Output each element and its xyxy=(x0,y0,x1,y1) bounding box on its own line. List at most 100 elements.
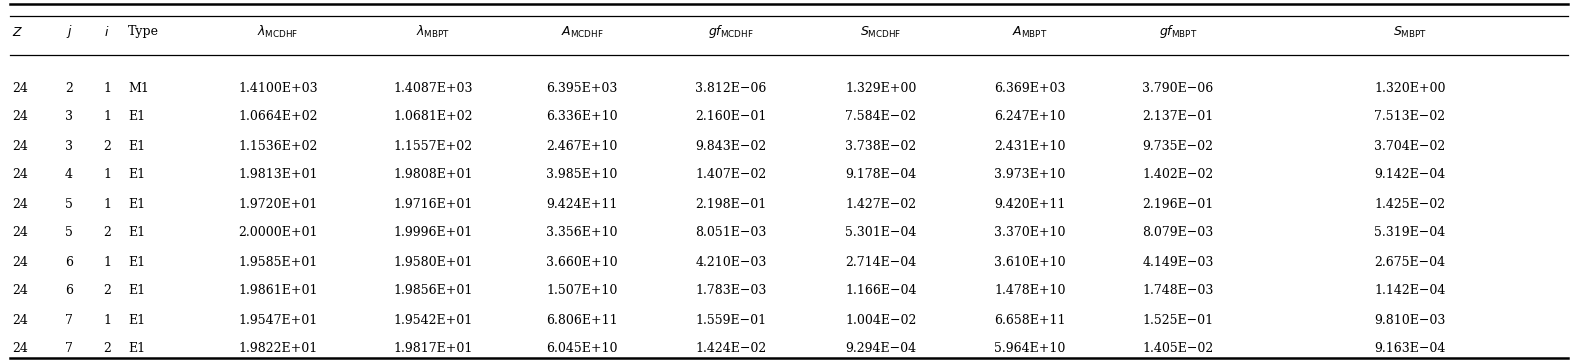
Text: 5.319E−04: 5.319E−04 xyxy=(1375,227,1446,240)
Text: 24: 24 xyxy=(13,110,28,123)
Text: 1.9856E+01: 1.9856E+01 xyxy=(393,285,473,298)
Text: 1.9716E+01: 1.9716E+01 xyxy=(393,197,473,211)
Text: 2: 2 xyxy=(104,285,112,298)
Text: 5: 5 xyxy=(64,227,72,240)
Text: 1.9861E+01: 1.9861E+01 xyxy=(238,285,318,298)
Text: 1.525E−01: 1.525E−01 xyxy=(1142,314,1213,326)
Text: 6.247E+10: 6.247E+10 xyxy=(994,110,1065,123)
Text: 3: 3 xyxy=(64,110,72,123)
Text: 1: 1 xyxy=(102,256,112,269)
Text: 2: 2 xyxy=(104,343,112,355)
Text: 1.0664E+02: 1.0664E+02 xyxy=(238,110,318,123)
Text: E1: E1 xyxy=(127,256,145,269)
Text: E1: E1 xyxy=(127,139,145,152)
Text: 2.714E−04: 2.714E−04 xyxy=(845,256,917,269)
Text: 4: 4 xyxy=(64,168,72,182)
Text: 1.425E−02: 1.425E−02 xyxy=(1375,197,1446,211)
Text: 1: 1 xyxy=(102,110,112,123)
Text: 2.467E+10: 2.467E+10 xyxy=(546,139,618,152)
Text: 24: 24 xyxy=(13,82,28,94)
Text: 2: 2 xyxy=(64,82,72,94)
Text: 1.9720E+01: 1.9720E+01 xyxy=(239,197,318,211)
Text: $A_{\mathrm{MBPT}}$: $A_{\mathrm{MBPT}}$ xyxy=(1013,24,1048,40)
Text: 6: 6 xyxy=(64,285,72,298)
Text: $A_{\mathrm{MCDHF}}$: $A_{\mathrm{MCDHF}}$ xyxy=(560,24,604,40)
Text: 1: 1 xyxy=(102,197,112,211)
Text: 1.9813E+01: 1.9813E+01 xyxy=(238,168,318,182)
Text: 1.9996E+01: 1.9996E+01 xyxy=(393,227,472,240)
Text: 24: 24 xyxy=(13,343,28,355)
Text: M1: M1 xyxy=(127,82,149,94)
Text: 2.160E−01: 2.160E−01 xyxy=(695,110,766,123)
Text: $i$: $i$ xyxy=(104,25,110,39)
Text: 1.1557E+02: 1.1557E+02 xyxy=(393,139,472,152)
Text: 2.137E−01: 2.137E−01 xyxy=(1142,110,1214,123)
Text: 1.9817E+01: 1.9817E+01 xyxy=(393,343,473,355)
Text: 1.9547E+01: 1.9547E+01 xyxy=(239,314,318,326)
Text: 9.178E−04: 9.178E−04 xyxy=(845,168,917,182)
Text: $Z$: $Z$ xyxy=(13,25,24,38)
Text: 5.301E−04: 5.301E−04 xyxy=(845,227,917,240)
Text: 1: 1 xyxy=(102,314,112,326)
Text: 1.783E−03: 1.783E−03 xyxy=(695,285,766,298)
Text: 1.329E+00: 1.329E+00 xyxy=(845,82,917,94)
Text: 2.431E+10: 2.431E+10 xyxy=(994,139,1066,152)
Text: 1.166E−04: 1.166E−04 xyxy=(845,285,917,298)
Text: 2: 2 xyxy=(104,227,112,240)
Text: 1: 1 xyxy=(102,168,112,182)
Text: 9.424E+11: 9.424E+11 xyxy=(546,197,618,211)
Text: 1.748E−03: 1.748E−03 xyxy=(1142,285,1214,298)
Text: 24: 24 xyxy=(13,227,28,240)
Text: 5.964E+10: 5.964E+10 xyxy=(994,343,1065,355)
Text: 2.198E−01: 2.198E−01 xyxy=(695,197,766,211)
Text: 9.735E−02: 9.735E−02 xyxy=(1142,139,1213,152)
Text: $\lambda_{\mathrm{MBPT}}$: $\lambda_{\mathrm{MBPT}}$ xyxy=(415,24,450,40)
Text: 6.369E+03: 6.369E+03 xyxy=(994,82,1066,94)
Text: $\lambda_{\mathrm{MCDHF}}$: $\lambda_{\mathrm{MCDHF}}$ xyxy=(258,24,299,40)
Text: 1.9822E+01: 1.9822E+01 xyxy=(239,343,318,355)
Text: E1: E1 xyxy=(127,314,145,326)
Text: Type: Type xyxy=(127,25,159,38)
Text: 9.843E−02: 9.843E−02 xyxy=(695,139,766,152)
Text: E1: E1 xyxy=(127,227,145,240)
Text: 1.9585E+01: 1.9585E+01 xyxy=(239,256,318,269)
Text: 6.336E+10: 6.336E+10 xyxy=(546,110,618,123)
Text: 1.9580E+01: 1.9580E+01 xyxy=(393,256,473,269)
Text: 9.294E−04: 9.294E−04 xyxy=(845,343,917,355)
Text: 24: 24 xyxy=(13,197,28,211)
Text: 3.790E−06: 3.790E−06 xyxy=(1142,82,1214,94)
Text: 1.4100E+03: 1.4100E+03 xyxy=(238,82,318,94)
Text: 1.478E+10: 1.478E+10 xyxy=(994,285,1066,298)
Text: E1: E1 xyxy=(127,168,145,182)
Text: 1.004E−02: 1.004E−02 xyxy=(845,314,917,326)
Text: 9.420E+11: 9.420E+11 xyxy=(994,197,1065,211)
Text: 1.1536E+02: 1.1536E+02 xyxy=(239,139,318,152)
Text: 1: 1 xyxy=(102,82,112,94)
Text: 3: 3 xyxy=(64,139,72,152)
Text: 3.973E+10: 3.973E+10 xyxy=(994,168,1065,182)
Text: 3.356E+10: 3.356E+10 xyxy=(546,227,618,240)
Text: 3.370E+10: 3.370E+10 xyxy=(994,227,1066,240)
Text: 3.660E+10: 3.660E+10 xyxy=(546,256,618,269)
Text: E1: E1 xyxy=(127,343,145,355)
Text: 2.675E−04: 2.675E−04 xyxy=(1375,256,1446,269)
Text: 1.320E+00: 1.320E+00 xyxy=(1375,82,1446,94)
Text: 1.9542E+01: 1.9542E+01 xyxy=(393,314,472,326)
Text: 3.704E−02: 3.704E−02 xyxy=(1375,139,1446,152)
Text: 3.812E−06: 3.812E−06 xyxy=(695,82,766,94)
Text: 9.163E−04: 9.163E−04 xyxy=(1375,343,1446,355)
Text: 6.806E+11: 6.806E+11 xyxy=(546,314,618,326)
Text: 1.405E−02: 1.405E−02 xyxy=(1142,343,1214,355)
Text: $gf_{\mathrm{MBPT}}$: $gf_{\mathrm{MBPT}}$ xyxy=(1159,24,1197,41)
Text: 24: 24 xyxy=(13,139,28,152)
Text: 2: 2 xyxy=(104,139,112,152)
Text: 6.045E+10: 6.045E+10 xyxy=(546,343,618,355)
Text: 2.196E−01: 2.196E−01 xyxy=(1142,197,1214,211)
Text: $S_{\mathrm{MCDHF}}$: $S_{\mathrm{MCDHF}}$ xyxy=(860,24,901,40)
Text: 3.610E+10: 3.610E+10 xyxy=(994,256,1066,269)
Text: E1: E1 xyxy=(127,285,145,298)
Text: 1.424E−02: 1.424E−02 xyxy=(695,343,766,355)
Text: 7: 7 xyxy=(64,314,72,326)
Text: 1.402E−02: 1.402E−02 xyxy=(1142,168,1214,182)
Text: 24: 24 xyxy=(13,314,28,326)
